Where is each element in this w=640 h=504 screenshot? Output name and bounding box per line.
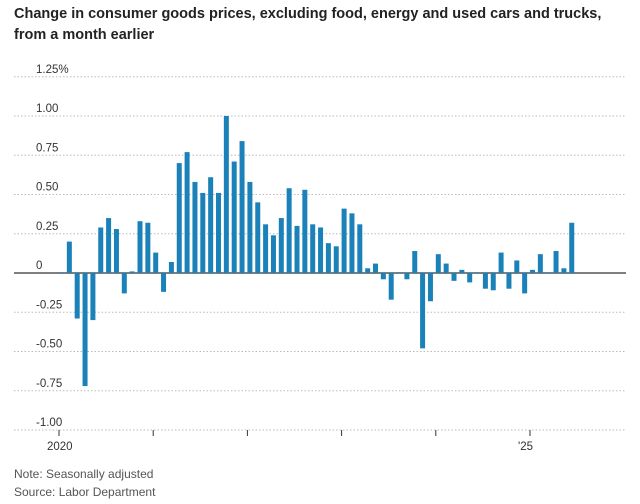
bar bbox=[482, 273, 488, 289]
x-axis: 2020 '25 bbox=[47, 430, 533, 453]
bar bbox=[357, 224, 363, 273]
y-tick-label: -0.50 bbox=[36, 339, 62, 351]
bar bbox=[506, 273, 512, 289]
bar bbox=[106, 218, 112, 273]
bar bbox=[333, 246, 339, 273]
bar bbox=[396, 272, 402, 273]
bar bbox=[451, 273, 457, 281]
bar bbox=[467, 273, 473, 283]
bar bbox=[475, 272, 481, 273]
bar bbox=[66, 241, 72, 273]
y-axis-labels: 1.25% 1.00 0.75 0.50 0.25 0 -0.25 -0.50 -0.75 -1.… bbox=[36, 64, 69, 429]
bar bbox=[59, 272, 64, 273]
y-tick-label: 0.50 bbox=[36, 182, 58, 194]
y-tick-label: 0.25 bbox=[36, 221, 58, 233]
bar bbox=[420, 273, 426, 349]
bar bbox=[412, 251, 418, 273]
bar bbox=[161, 273, 167, 292]
bar bbox=[294, 225, 300, 273]
chart-title: Change in consumer goods prices, excludi… bbox=[14, 6, 602, 43]
bar bbox=[349, 213, 355, 273]
bar bbox=[459, 269, 465, 273]
bar bbox=[318, 227, 324, 273]
bar bbox=[498, 252, 504, 273]
bar bbox=[216, 192, 221, 273]
y-tick-label: 1.00 bbox=[36, 103, 58, 115]
bar bbox=[286, 188, 292, 273]
bar bbox=[263, 224, 269, 273]
bar bbox=[522, 273, 528, 294]
bar bbox=[270, 235, 276, 273]
bar bbox=[129, 271, 135, 273]
bar bbox=[365, 268, 371, 273]
bar bbox=[545, 272, 551, 273]
y-tick-label: 0 bbox=[36, 260, 42, 272]
bar bbox=[427, 273, 433, 302]
bar bbox=[184, 152, 190, 273]
bar bbox=[247, 181, 253, 273]
bar bbox=[137, 221, 143, 273]
bar bbox=[341, 208, 347, 273]
bar bbox=[176, 163, 182, 273]
bar bbox=[255, 202, 261, 273]
bar bbox=[310, 224, 316, 273]
y-tick-label: -0.25 bbox=[36, 299, 62, 311]
y-tick-label: 1.25% bbox=[36, 64, 69, 76]
y-tick-label: -0.75 bbox=[36, 378, 62, 390]
bar bbox=[239, 141, 245, 273]
source-note: Source: Labor Department bbox=[14, 485, 156, 499]
bar bbox=[192, 181, 198, 273]
bar bbox=[153, 252, 159, 273]
bars bbox=[59, 116, 575, 387]
bar bbox=[561, 268, 567, 273]
bar bbox=[435, 254, 441, 273]
bar bbox=[90, 273, 96, 321]
bar bbox=[373, 263, 378, 273]
bar bbox=[231, 161, 237, 273]
bar bbox=[514, 260, 520, 273]
bar bbox=[325, 243, 331, 273]
bar bbox=[200, 192, 206, 273]
bar bbox=[168, 262, 174, 273]
bar bbox=[388, 273, 394, 300]
y-tick-label: -1.00 bbox=[36, 417, 62, 429]
bar bbox=[404, 273, 410, 280]
bar bbox=[380, 273, 386, 280]
bar bbox=[537, 254, 543, 273]
bar bbox=[443, 263, 449, 273]
bar bbox=[278, 218, 284, 273]
bar bbox=[121, 273, 127, 294]
footnote: Note: Seasonally adjusted bbox=[14, 467, 154, 481]
bar bbox=[208, 177, 214, 273]
x-tick-label: '25 bbox=[518, 441, 533, 453]
x-tick-label: 2020 bbox=[47, 441, 73, 453]
bar bbox=[113, 229, 119, 273]
bar bbox=[302, 189, 308, 273]
y-tick-label: 0.75 bbox=[36, 142, 58, 154]
bar bbox=[553, 251, 559, 273]
bar bbox=[223, 116, 229, 273]
bar bbox=[145, 222, 151, 273]
bar bbox=[490, 273, 496, 291]
bar bbox=[82, 273, 88, 387]
bar bbox=[569, 222, 575, 273]
bar bbox=[98, 227, 104, 273]
bar bbox=[530, 269, 535, 273]
bar bbox=[74, 273, 80, 319]
